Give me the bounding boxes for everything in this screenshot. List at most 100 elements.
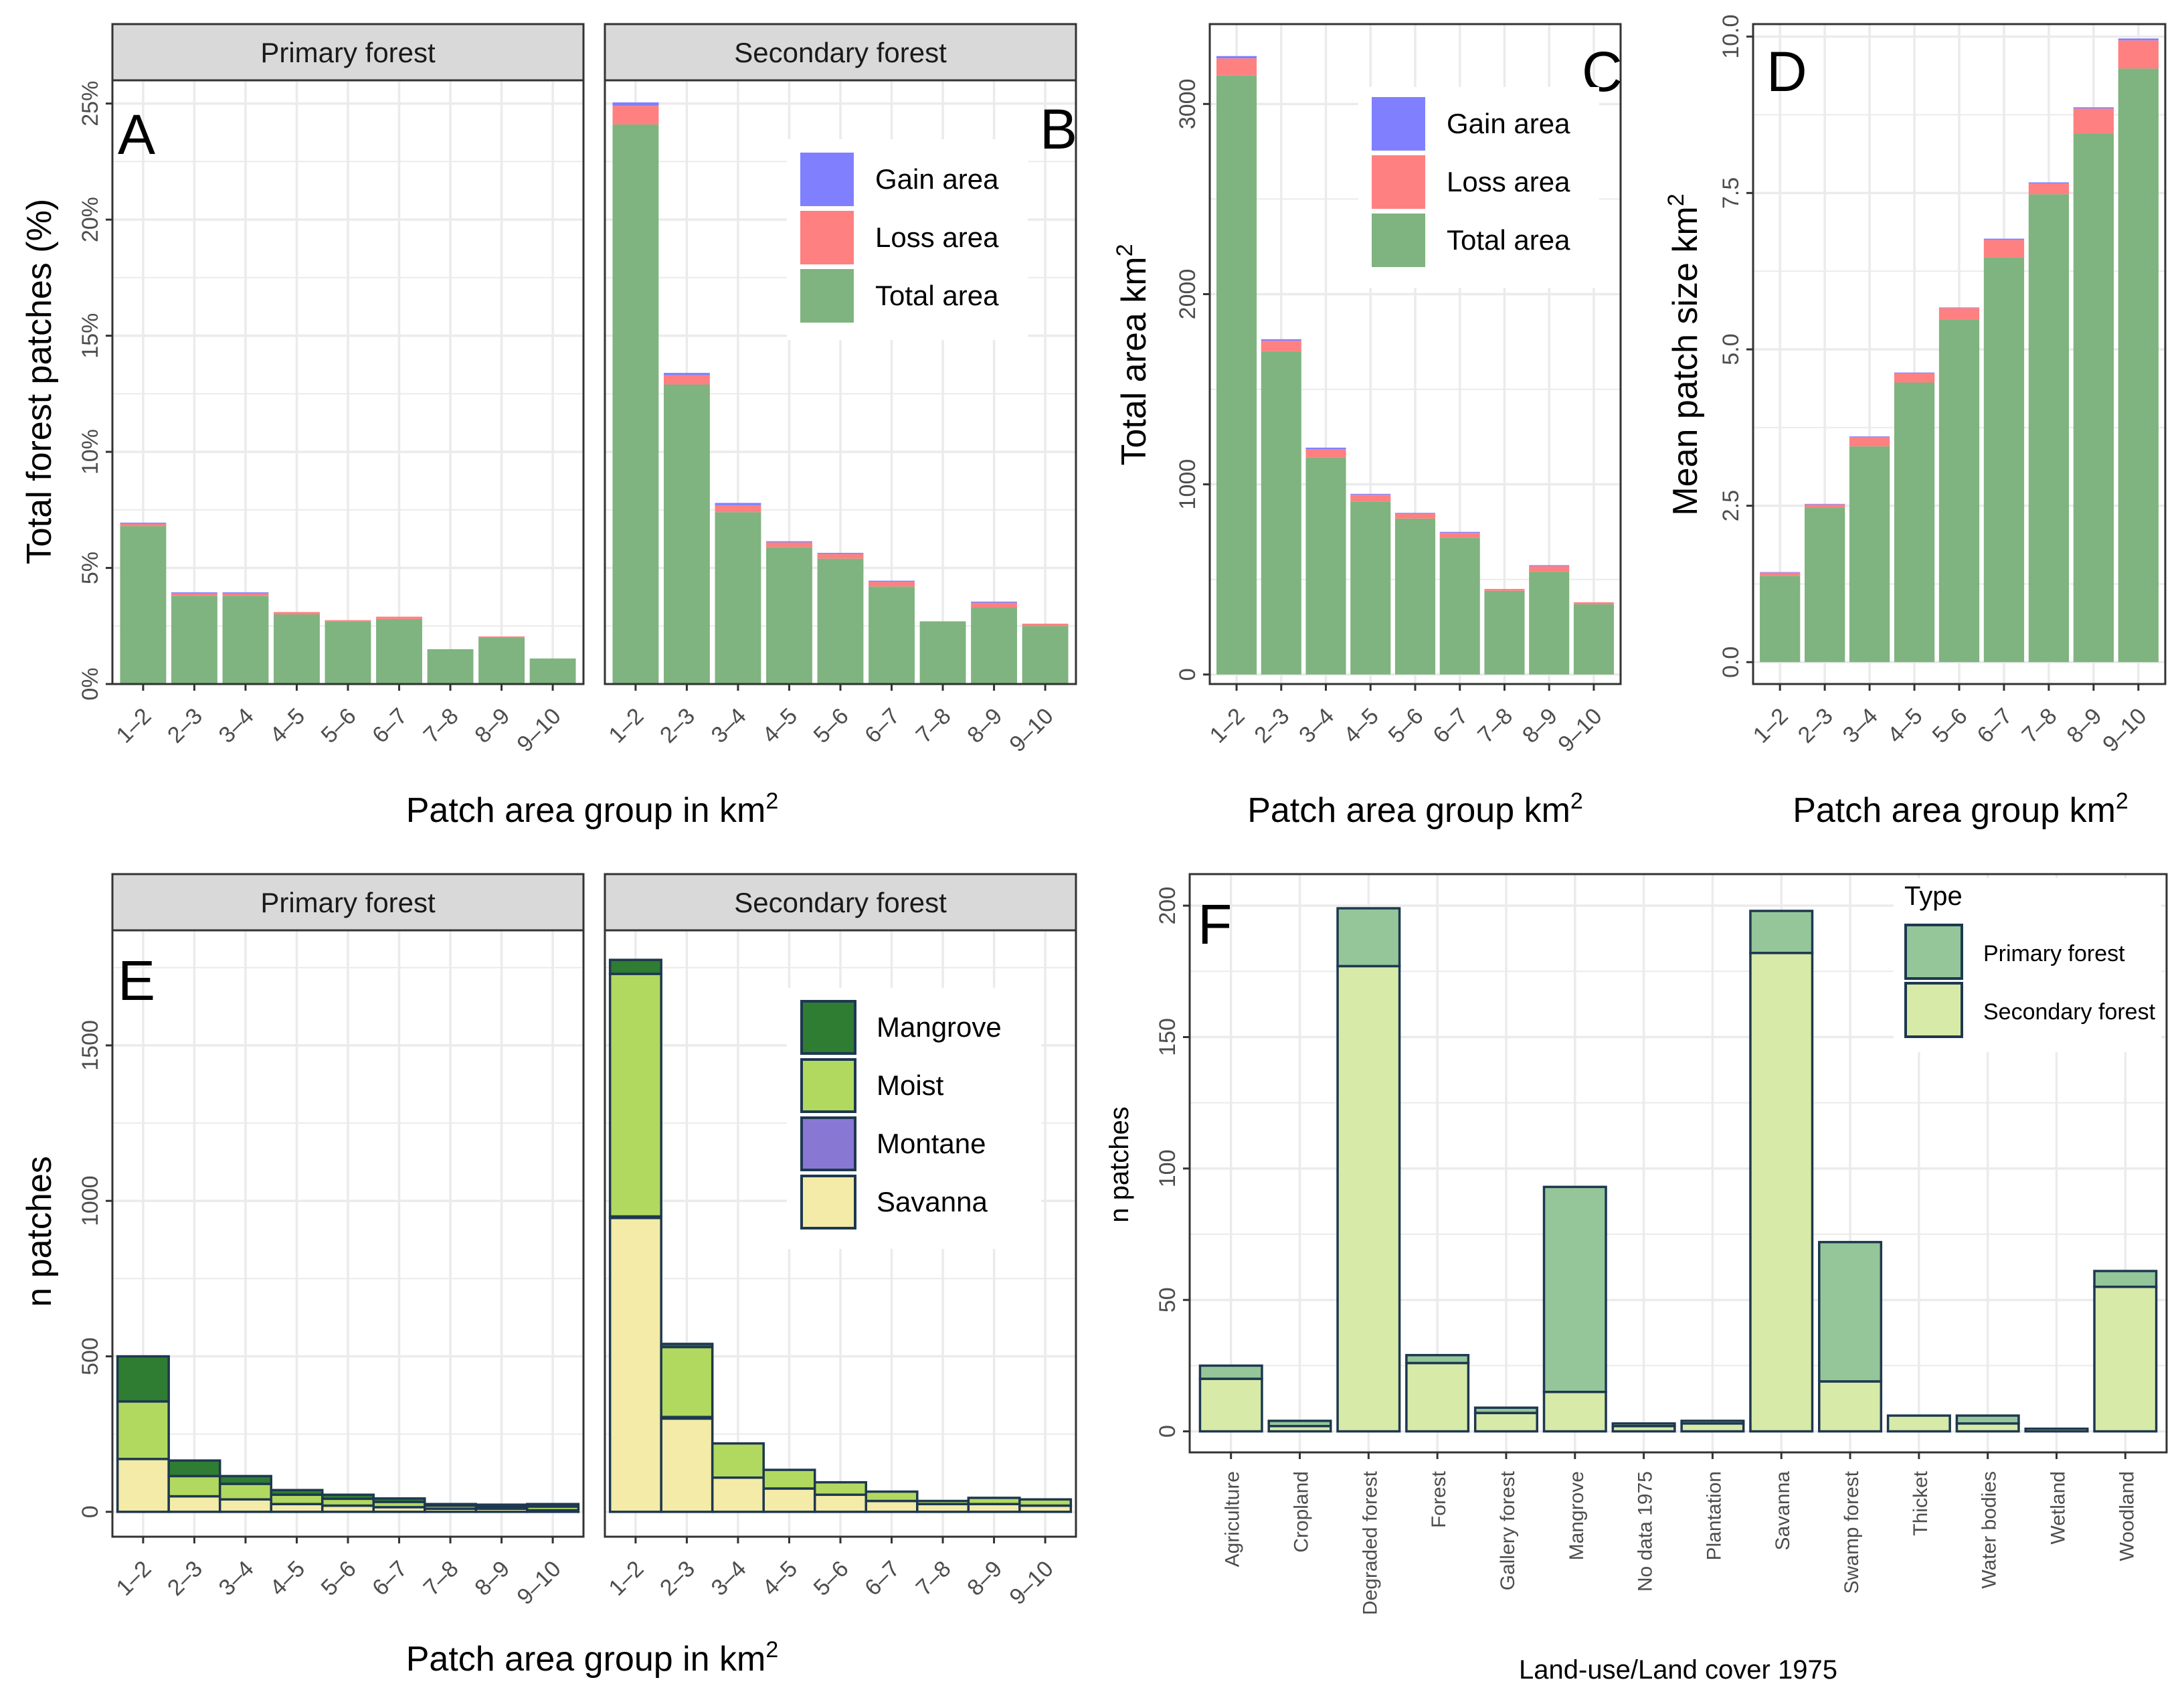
E-legend-label-savanna: Savanna <box>877 1186 988 1217</box>
A-ytick-label: 20% <box>78 197 103 242</box>
F-bar-secondary-forest-9 <box>1818 1380 1883 1433</box>
E-primary-ytick-label: 1000 <box>78 1175 103 1226</box>
F-bar-primary-forest-9 <box>1818 1241 1883 1383</box>
E-secondary-bar-moist-1 <box>660 1345 714 1418</box>
E-x-axis-title-main: Patch area group in km <box>406 1640 766 1679</box>
E-primary-bar-moist-2 <box>218 1483 272 1501</box>
B-bar-loss-area-8 <box>1022 623 1069 626</box>
D-bar-gain-area-8 <box>2118 38 2159 41</box>
D-y-axis-title-main: Mean patch size km <box>1666 206 1705 515</box>
B-bar-total-area-5 <box>869 586 915 684</box>
C-xtick-label: 6–7 <box>1428 703 1473 748</box>
B-strip-label: Secondary forest <box>734 37 947 68</box>
F-ytick-label: 100 <box>1155 1149 1180 1187</box>
F-xtick-label: Swamp forest <box>1841 1470 1863 1594</box>
C-bar-loss-area-5 <box>1439 533 1480 538</box>
B-legend-label-total: Total area <box>875 280 999 311</box>
F-xtick-label: Thicket <box>1910 1470 1932 1535</box>
C-bar-gain-area-1 <box>1261 339 1301 341</box>
F-bar-primary-forest-6 <box>1611 1422 1676 1428</box>
F-ytick-label: 150 <box>1155 1018 1180 1056</box>
A-xtick-label: 8–9 <box>470 703 515 748</box>
E-legend-key-savanna <box>800 1175 856 1230</box>
D-ytick-label: 7.5 <box>1718 177 1744 209</box>
F-bar-secondary-forest-5 <box>1542 1390 1607 1433</box>
panel-letter-B: B <box>1040 98 1077 161</box>
E-primary-bar-mangrove-2 <box>218 1474 272 1485</box>
E-x-axis-title-sup: 2 <box>765 1637 778 1663</box>
D-ytick-label: 10.0 <box>1718 15 1744 59</box>
F-bar-primary-forest-11 <box>1955 1414 2020 1425</box>
panel-letter-D: D <box>1766 40 1807 103</box>
E-primary-bar-mangrove-4 <box>321 1493 375 1501</box>
E-legend-key-montane <box>800 1116 856 1171</box>
F-xtick-label: Savanna <box>1772 1471 1794 1551</box>
E-legend-key-mangrove <box>800 1000 856 1055</box>
B-legend-key-total <box>800 269 854 323</box>
F-xtick-label: Woodland <box>2116 1471 2138 1561</box>
D-bar-total-area-6 <box>2028 194 2070 663</box>
E-secondary-bar-savanna-5 <box>864 1499 919 1513</box>
A-xtick-label: 4–5 <box>265 703 310 748</box>
D-bar-loss-area-6 <box>2028 183 2070 195</box>
B-bar-gain-area-4 <box>817 552 864 554</box>
C-x-axis-title-sup: 2 <box>1570 788 1583 814</box>
C-legend-key-total <box>1372 214 1425 267</box>
B-legend-label-loss: Loss area <box>875 222 999 253</box>
B-xtick-label: 4–5 <box>757 703 802 748</box>
B-xtick-label: 6–7 <box>860 703 905 748</box>
E-legend-key-moist <box>800 1058 856 1113</box>
A-strip-label: Primary forest <box>260 37 436 68</box>
D-bar-loss-area-5 <box>1983 240 2025 258</box>
B-xtick-label: 3–4 <box>707 703 751 748</box>
E-primary-bar-moist-0 <box>116 1400 170 1460</box>
B-bar-gain-area-5 <box>869 580 915 582</box>
A-xtick-label: 2–3 <box>163 703 207 748</box>
panel-letter-E: E <box>118 949 155 1012</box>
C-bar-loss-area-3 <box>1350 495 1391 502</box>
E-primary-bar-mangrove-7 <box>474 1503 529 1508</box>
E-primary-xtick-label: 4–5 <box>265 1556 310 1601</box>
F-bar-primary-forest-4 <box>1473 1406 1538 1414</box>
C-bar-total-area-0 <box>1216 75 1257 675</box>
C-bar-total-area-6 <box>1484 590 1525 675</box>
C-bar-loss-area-4 <box>1394 513 1436 519</box>
F-bar-primary-forest-2 <box>1336 907 1401 968</box>
E-secondary-bar-moist-7 <box>967 1497 1021 1505</box>
D-bar-total-area-7 <box>2073 133 2114 663</box>
A-bar-loss-area-4 <box>325 620 371 622</box>
D-bar-loss-area-3 <box>1894 373 1935 383</box>
C-xtick-label: 5–6 <box>1384 703 1429 748</box>
D-bar-loss-area-8 <box>2118 40 2159 69</box>
C-bar-total-area-8 <box>1573 604 1614 675</box>
F-xtick-label: Cropland <box>1291 1471 1313 1553</box>
D-bar-loss-area-0 <box>1760 572 1801 576</box>
C-bar-loss-area-7 <box>1529 566 1570 572</box>
E-primary-bar-mangrove-3 <box>270 1489 324 1497</box>
E-primary-xtick-label: 7–8 <box>419 1556 464 1601</box>
E-primary-xtick-label: 9–10 <box>512 1556 565 1610</box>
D-bar-gain-area-1 <box>1805 503 1845 505</box>
B-bar-gain-area-1 <box>664 373 710 375</box>
D-bar-total-area-2 <box>1849 446 1890 663</box>
B-xtick-label: 5–6 <box>809 703 854 748</box>
F-xtick-label: Wetland <box>2047 1471 2069 1545</box>
A-bar-total-area-1 <box>171 596 217 684</box>
E-secondary-bar-savanna-1 <box>660 1417 714 1513</box>
B-xtick-label: 9–10 <box>1004 703 1058 757</box>
A-bar-loss-area-7 <box>478 636 525 638</box>
A-strip <box>111 23 585 82</box>
A-bar-gain-area-0 <box>120 522 167 524</box>
E-primary-xtick-label: 5–6 <box>316 1556 361 1601</box>
D-bar-total-area-4 <box>1938 319 1980 663</box>
D-xtick-label: 4–5 <box>1883 703 1928 748</box>
A-xtick-label: 7–8 <box>419 703 464 748</box>
A-bar-loss-area-0 <box>120 523 167 527</box>
F-legend-label-secondary: Secondary forest <box>1983 999 2156 1025</box>
F-x-axis-title: Land-use/Land cover 1975 <box>1519 1655 1837 1685</box>
C-legend-key-loss <box>1372 155 1425 209</box>
E-primary-xtick-label: 1–2 <box>112 1556 157 1601</box>
C-bar-total-area-5 <box>1439 537 1480 675</box>
F-ytick-label: 200 <box>1155 887 1180 925</box>
